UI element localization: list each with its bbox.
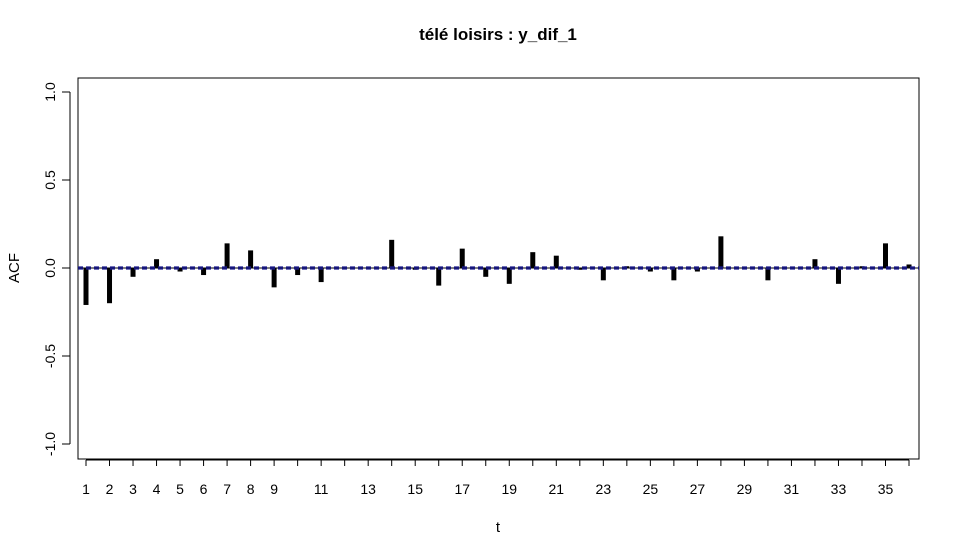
acf-bar (130, 268, 136, 277)
acf-bar (318, 268, 324, 283)
acf-bar (553, 255, 559, 268)
acf-bar (765, 268, 771, 281)
x-tick-label: 9 (270, 481, 278, 497)
y-axis: -1.0 -0.5 0.0 0.5 1.0 (42, 82, 71, 456)
acf-bar (812, 259, 818, 268)
acf-bar (201, 268, 207, 276)
acf-bar (177, 268, 183, 272)
x-tick-label: 5 (176, 481, 184, 497)
acf-bar (248, 250, 254, 268)
x-tick-label: 33 (831, 481, 847, 497)
acf-bar (271, 268, 277, 288)
acf-bar (483, 268, 489, 277)
acf-bar (577, 268, 583, 270)
acf-bar (883, 243, 888, 268)
x-tick-label: 7 (223, 481, 231, 497)
acf-bar (671, 268, 677, 281)
acf-bar (389, 239, 395, 268)
x-tick-label: 1 (82, 481, 90, 497)
y-tick-label: -0.5 (42, 344, 58, 368)
x-tick-label: 4 (153, 481, 161, 497)
acf-bar (835, 268, 841, 284)
y-axis-label: ACF (6, 253, 23, 283)
acf-bar (694, 268, 700, 272)
x-tick-label: 29 (737, 481, 753, 497)
x-tick-label: 3 (129, 481, 137, 497)
y-tick-label: 0.0 (42, 258, 58, 278)
x-tick-label: 11 (314, 481, 329, 497)
x-tick-label: 2 (106, 481, 114, 497)
x-tick-label: 6 (200, 481, 208, 497)
acf-bar (530, 252, 536, 268)
acf-bar (459, 248, 465, 268)
acf-bars (83, 236, 912, 305)
x-tick-label: 13 (360, 481, 376, 497)
acf-bar (906, 264, 912, 268)
x-tick-label: 23 (596, 481, 612, 497)
x-tick-label: 35 (878, 481, 894, 497)
acf-bar (718, 236, 724, 268)
acf-bar (83, 268, 89, 305)
acf-bar (647, 268, 653, 272)
x-tick-label: 27 (690, 481, 706, 497)
x-tick-label: 19 (501, 481, 517, 497)
chart-title: télé loisirs : y_dif_1 (419, 25, 577, 44)
acf-bar (154, 259, 160, 268)
y-tick-label: -1.0 (42, 432, 58, 456)
acf-bar (107, 268, 113, 304)
acf-bar (859, 266, 865, 268)
acf-bar (506, 268, 512, 284)
x-tick-label: 31 (784, 481, 800, 497)
x-axis-label: t (496, 519, 501, 536)
x-tick-label: 25 (643, 481, 659, 497)
acf-bar (295, 268, 301, 276)
x-tick-label: 8 (247, 481, 255, 497)
acf-bar (224, 243, 230, 268)
x-tick-label: 17 (454, 481, 470, 497)
acf-bar (436, 268, 442, 286)
x-tick-label: 15 (407, 481, 423, 497)
acf-bar (600, 268, 606, 281)
x-axis: 1 2 3 4 5 6 7 8 9 11 13 15 17 19 21 23 25 27 29 31 33 35 (82, 459, 910, 497)
confidence-band (78, 266, 919, 270)
x-tick-label: 21 (549, 481, 565, 497)
y-tick-label: 1.0 (42, 82, 58, 102)
y-tick-label: 0.5 (42, 170, 58, 190)
